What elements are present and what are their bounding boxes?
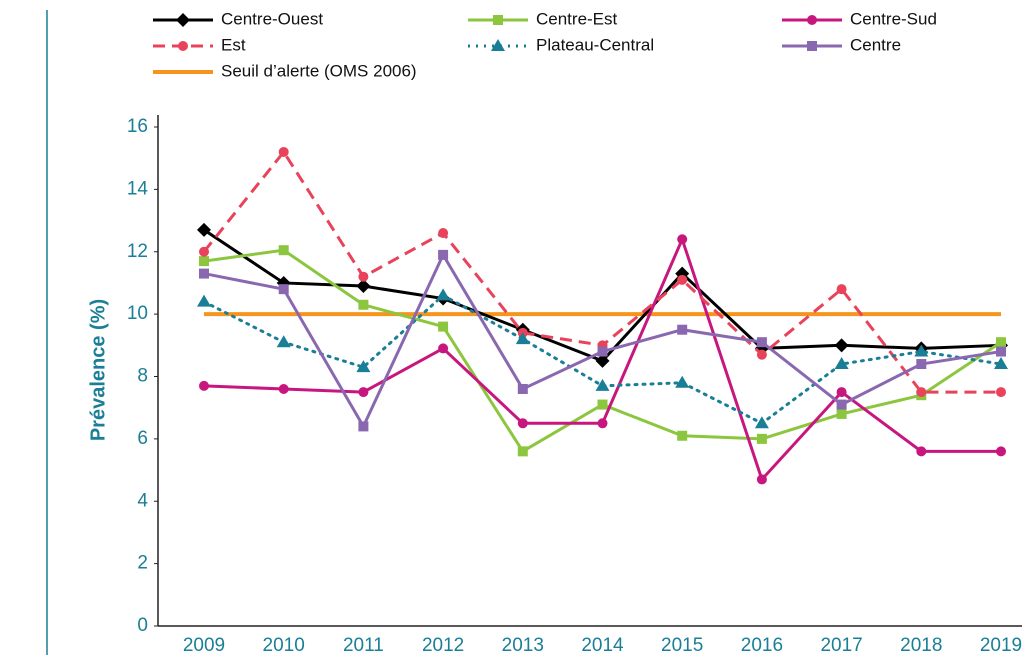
- legend-label: Seuil d’alerte (OMS 2006): [221, 61, 417, 80]
- marker: [756, 433, 767, 444]
- x-tick-label: 2009: [183, 635, 225, 656]
- marker: [836, 284, 847, 295]
- marker: [438, 249, 449, 260]
- y-tick-label: 0: [137, 615, 148, 636]
- marker: [278, 383, 289, 394]
- marker: [358, 387, 369, 398]
- marker: [675, 375, 690, 388]
- marker: [756, 337, 767, 348]
- y-tick-label: 12: [127, 241, 148, 262]
- marker: [278, 146, 289, 157]
- marker: [836, 399, 847, 410]
- marker: [834, 357, 849, 370]
- legend-label: Plateau-Central: [536, 35, 654, 54]
- x-tick-label: 2019: [980, 635, 1022, 656]
- marker: [834, 338, 849, 353]
- marker: [515, 332, 530, 345]
- legend-label: Centre-Ouest: [221, 9, 323, 28]
- y-tick-label: 10: [127, 303, 148, 324]
- y-tick-label: 14: [127, 178, 149, 199]
- legend-marker: [176, 13, 190, 27]
- x-tick-label: 2017: [820, 635, 862, 656]
- marker: [597, 418, 608, 429]
- marker: [677, 274, 688, 285]
- marker: [595, 378, 610, 391]
- marker: [438, 321, 449, 332]
- y-tick-label: 4: [137, 490, 148, 511]
- legend-label: Centre: [850, 35, 901, 54]
- marker: [756, 474, 767, 485]
- marker: [914, 344, 929, 357]
- x-tick-label: 2013: [502, 635, 544, 656]
- marker: [199, 256, 209, 267]
- marker: [836, 387, 847, 398]
- x-tick-label: 2016: [741, 635, 783, 656]
- x-tick-label: 2014: [581, 635, 624, 656]
- marker: [438, 228, 449, 239]
- legend-label: Centre-Sud: [850, 9, 937, 28]
- marker: [677, 234, 688, 245]
- marker: [358, 421, 369, 432]
- legend-marker: [807, 41, 817, 51]
- marker: [677, 324, 688, 335]
- marker: [517, 418, 528, 429]
- legend-marker: [493, 15, 503, 25]
- marker: [996, 346, 1006, 357]
- marker: [278, 245, 289, 256]
- marker: [356, 279, 371, 294]
- marker: [438, 343, 449, 354]
- marker: [358, 299, 369, 310]
- y-axis-label: Prévalence (%): [87, 299, 109, 441]
- legend-marker: [807, 15, 817, 25]
- marker: [358, 271, 369, 282]
- y-tick-label: 16: [127, 116, 148, 137]
- legend-label: Centre-Est: [536, 9, 618, 28]
- y-tick-label: 6: [137, 428, 148, 449]
- marker: [356, 360, 371, 373]
- marker: [677, 430, 688, 441]
- marker: [276, 335, 291, 348]
- marker: [199, 268, 209, 279]
- x-tick-label: 2018: [900, 635, 942, 656]
- marker: [597, 399, 608, 410]
- x-tick-label: 2015: [661, 635, 703, 656]
- marker: [197, 222, 211, 237]
- marker: [996, 446, 1006, 457]
- marker: [916, 359, 927, 370]
- marker: [595, 353, 610, 368]
- marker: [994, 357, 1008, 370]
- legend-label: Est: [221, 35, 246, 54]
- marker: [916, 387, 927, 398]
- marker: [597, 346, 608, 357]
- marker: [996, 387, 1006, 398]
- legend-marker: [491, 39, 505, 51]
- marker: [836, 408, 847, 419]
- x-tick-label: 2010: [263, 635, 305, 656]
- legend-marker: [178, 41, 188, 51]
- x-tick-label: 2011: [343, 635, 384, 656]
- marker: [996, 337, 1006, 348]
- y-tick-label: 2: [137, 553, 148, 574]
- x-tick-label: 2012: [422, 635, 464, 656]
- marker: [754, 416, 769, 429]
- marker: [916, 446, 927, 457]
- marker: [199, 380, 209, 391]
- marker: [756, 349, 767, 360]
- marker: [197, 294, 211, 307]
- marker: [199, 246, 209, 257]
- marker: [278, 284, 289, 295]
- marker: [517, 446, 528, 457]
- marker: [517, 383, 528, 394]
- marker: [436, 288, 451, 301]
- y-tick-label: 8: [137, 366, 148, 387]
